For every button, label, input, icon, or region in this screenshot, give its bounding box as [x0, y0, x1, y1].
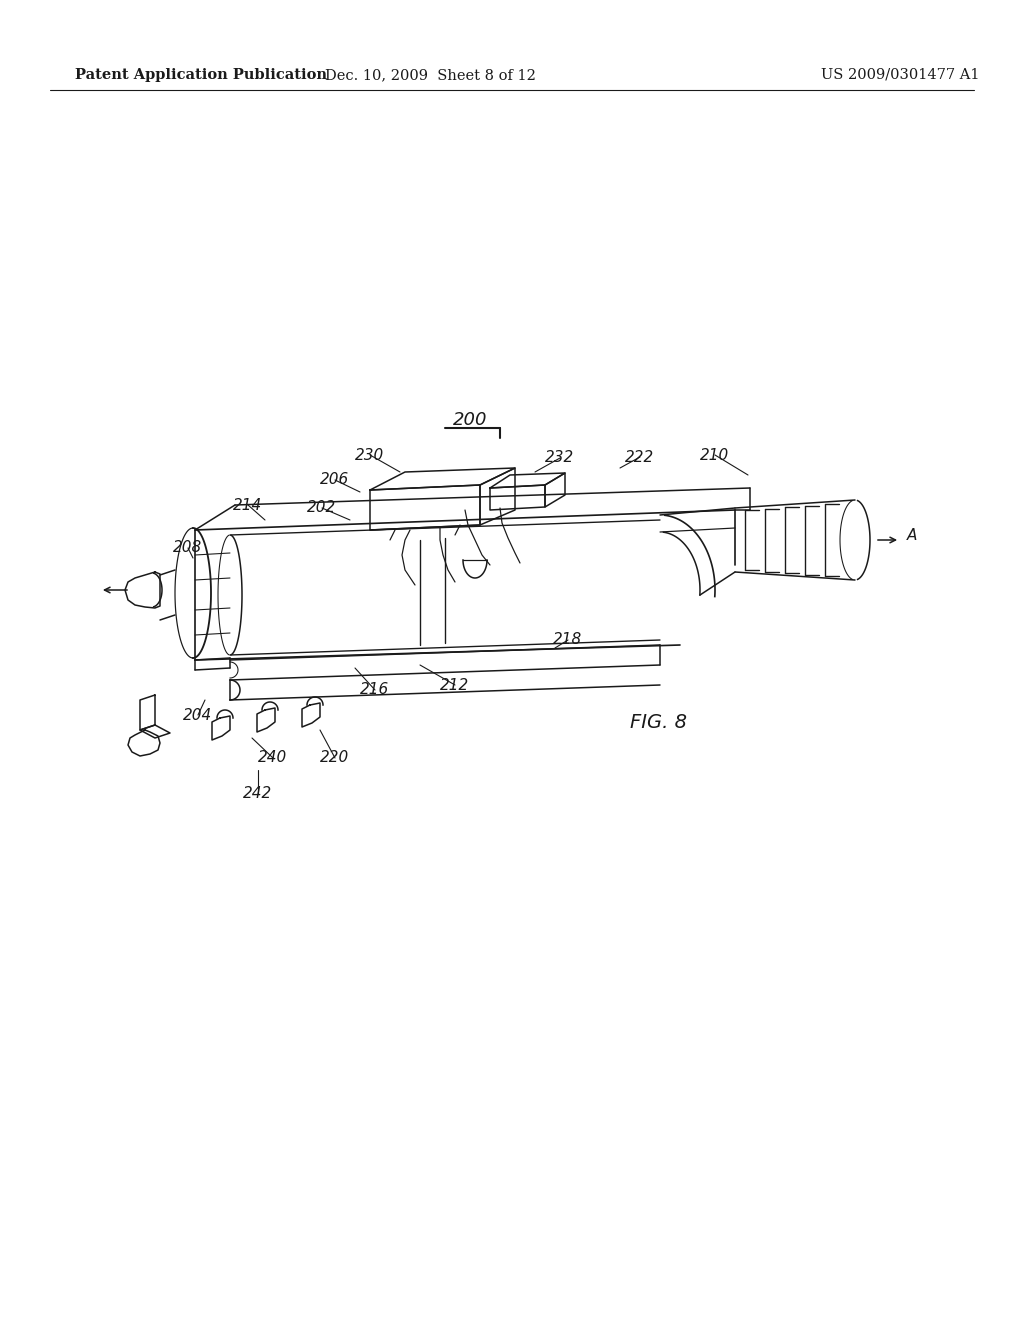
Text: 208: 208	[173, 540, 203, 556]
Text: 214: 214	[233, 498, 262, 512]
Text: 220: 220	[321, 751, 349, 766]
Text: 206: 206	[321, 473, 349, 487]
Text: 200: 200	[453, 411, 487, 429]
Text: Dec. 10, 2009  Sheet 8 of 12: Dec. 10, 2009 Sheet 8 of 12	[325, 69, 536, 82]
Text: 204: 204	[183, 708, 213, 722]
Text: 202: 202	[307, 500, 337, 516]
Text: 240: 240	[258, 751, 288, 766]
Text: 222: 222	[626, 450, 654, 465]
Text: 212: 212	[440, 677, 470, 693]
Text: 210: 210	[700, 447, 730, 462]
Text: 230: 230	[355, 447, 385, 462]
Text: A: A	[907, 528, 918, 543]
Text: Patent Application Publication: Patent Application Publication	[75, 69, 327, 82]
Text: 232: 232	[546, 450, 574, 466]
Text: 242: 242	[244, 785, 272, 800]
Text: 218: 218	[553, 632, 583, 648]
Text: US 2009/0301477 A1: US 2009/0301477 A1	[821, 69, 979, 82]
Text: 216: 216	[360, 682, 389, 697]
Text: FIG. 8: FIG. 8	[630, 713, 687, 731]
